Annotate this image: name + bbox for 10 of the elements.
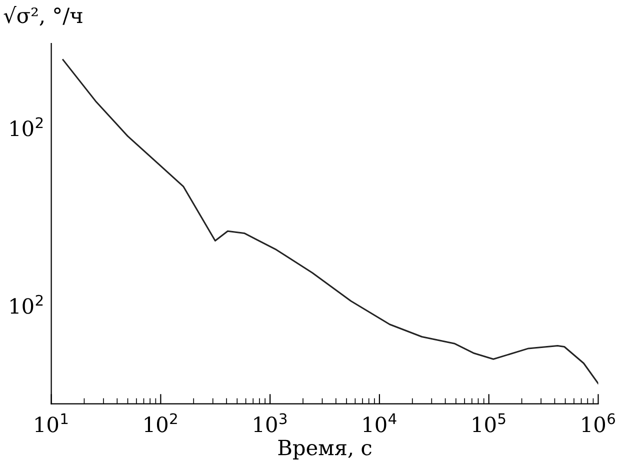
text: 10$^{2}$: [10, 294, 43, 314]
x-tick-label: 10$^{1}$: [36, 413, 68, 432]
x-tick-label: 10$^{5}$: [473, 413, 506, 432]
y-axis-title: √σ², °/ч: [4, 6, 82, 26]
x-tick-label: 10$^{4}$: [364, 413, 396, 432]
text: 10$^{2}$: [10, 117, 43, 136]
x-tick-label: 10$^{2}$: [144, 413, 177, 432]
x-axis-title: Время, с: [278, 440, 372, 460]
x-tick-label: 10$^{6}$: [582, 413, 615, 432]
x-tick-label: 10$^{3}$: [254, 413, 287, 432]
